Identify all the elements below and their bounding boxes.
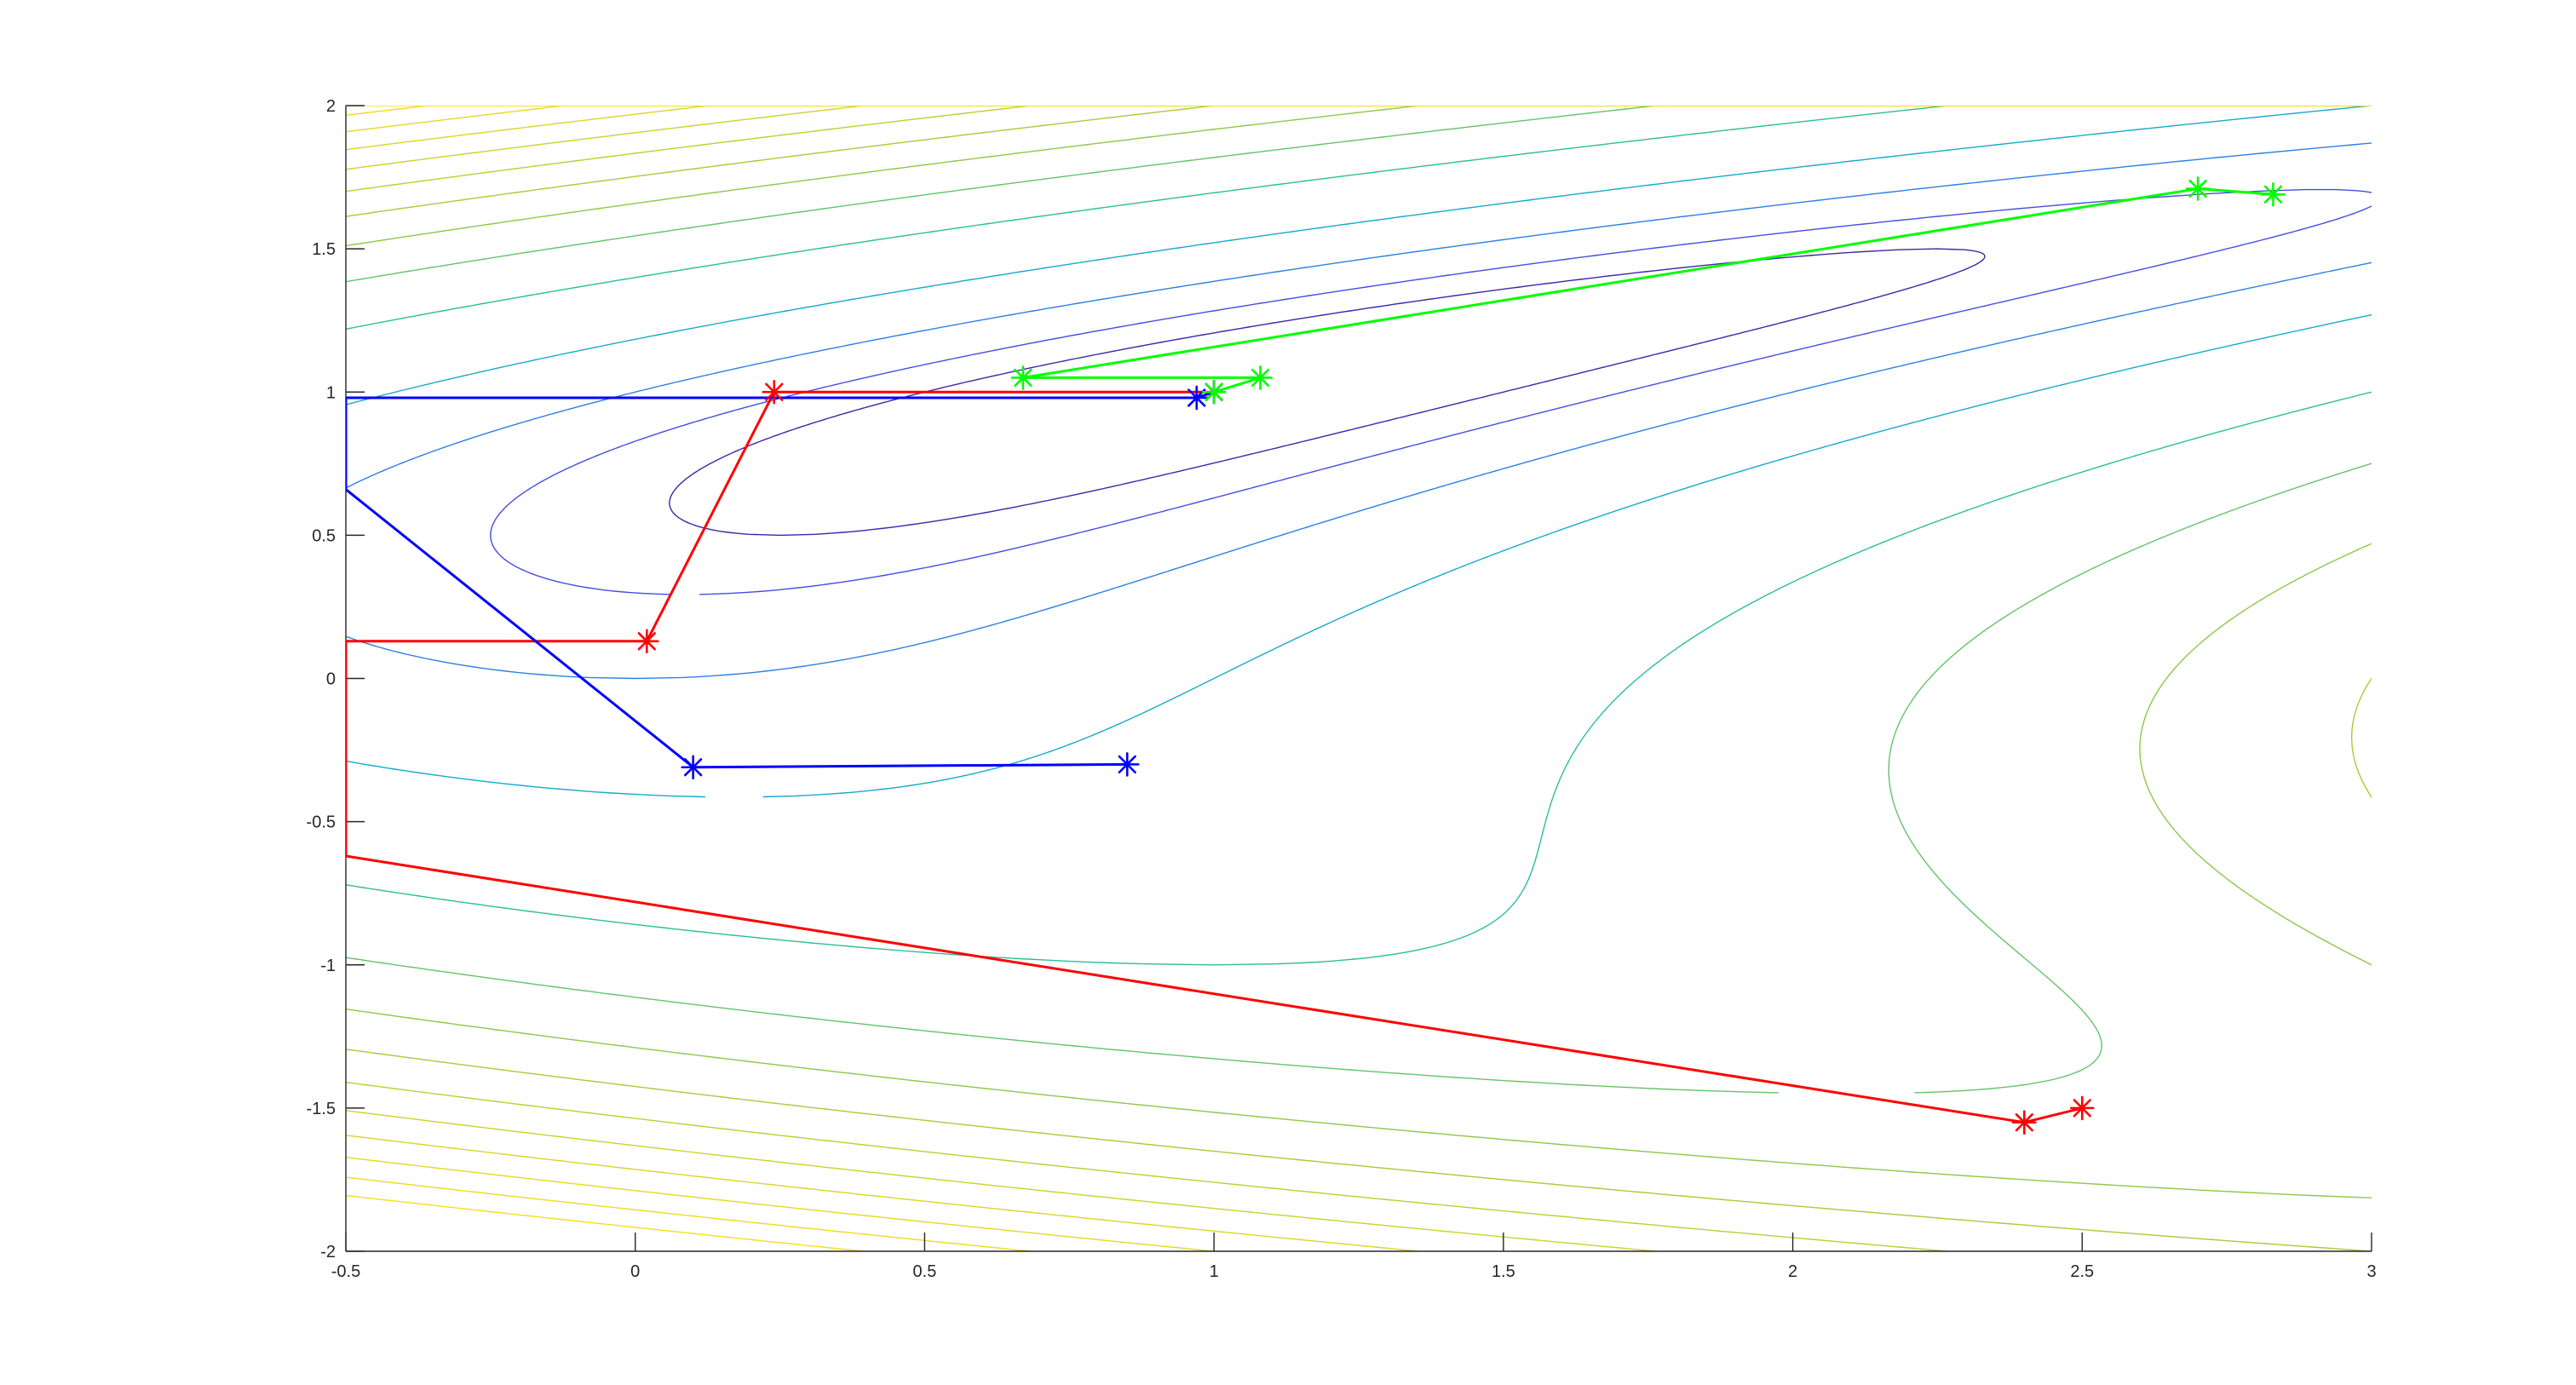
x-tick-label: -0.5 xyxy=(331,1262,360,1281)
contour-level-0 xyxy=(669,248,1986,537)
series-0-point-marker xyxy=(2069,1095,2095,1121)
contour-level-12 xyxy=(346,106,2372,1251)
series-2-point-marker xyxy=(1010,365,1036,390)
contour-level-4 xyxy=(346,106,2372,966)
trajectory-markers xyxy=(635,176,2286,1135)
series-1-point-marker xyxy=(1184,385,1210,411)
y-tick-label: 2 xyxy=(326,97,336,116)
series-1-point-marker xyxy=(681,755,705,780)
contour-level-6 xyxy=(346,106,2372,1198)
contour-level-13 xyxy=(346,106,2372,1251)
contour-level-7 xyxy=(346,106,2372,1251)
trajectory-series xyxy=(346,187,2274,1124)
series-2-point-marker xyxy=(2261,181,2286,207)
x-tick-label: 0 xyxy=(630,1262,640,1281)
contour-level-9 xyxy=(346,106,2372,1251)
series-0-point-marker xyxy=(762,379,787,405)
series-line-2 xyxy=(1021,187,2274,394)
series-2-point-marker xyxy=(1248,365,1273,390)
series-line-1 xyxy=(346,390,1215,769)
x-tick-label: 2 xyxy=(1788,1262,1797,1281)
series-1-point-marker xyxy=(1114,752,1140,777)
x-tick-label: 1.5 xyxy=(1492,1262,1515,1281)
contour-lines xyxy=(346,106,2372,1251)
axes: -0.5 0 0.5 1 1.5 2 2.5 3 -2 -1.5 -1 -0.5 0 0.5 1 1.5 2 xyxy=(307,97,2377,1281)
y-tick-label: 0.5 xyxy=(312,526,336,545)
y-tick-label: -2 xyxy=(320,1243,336,1261)
contour-level-11 xyxy=(346,106,2372,1251)
contour-level-3 xyxy=(346,106,2372,798)
y-tick-label: -1.5 xyxy=(307,1100,336,1118)
y-tick-label: -1 xyxy=(320,957,336,975)
contour-level-8 xyxy=(346,106,2372,1251)
y-tick-label: 1 xyxy=(326,383,336,402)
y-tick-label: -0.5 xyxy=(307,813,336,832)
x-tick-label: 3 xyxy=(2366,1262,2376,1281)
contour-level-10 xyxy=(346,106,2372,1251)
series-0-point-marker xyxy=(635,629,659,654)
contour-level-5 xyxy=(346,106,2372,1094)
series-2-point-marker xyxy=(2185,176,2211,201)
x-tick-label: 0.5 xyxy=(913,1262,937,1281)
x-tick-label: 2.5 xyxy=(2070,1262,2094,1281)
y-tick-label: 1.5 xyxy=(312,240,336,259)
series-2-point-marker xyxy=(1201,379,1227,405)
y-tick-label: 0 xyxy=(326,670,336,689)
x-tick-label: 1 xyxy=(1210,1262,1219,1281)
series-line-0 xyxy=(346,390,2083,1124)
contour-level-1 xyxy=(490,188,2372,595)
series-0-point-marker xyxy=(2012,1110,2037,1135)
